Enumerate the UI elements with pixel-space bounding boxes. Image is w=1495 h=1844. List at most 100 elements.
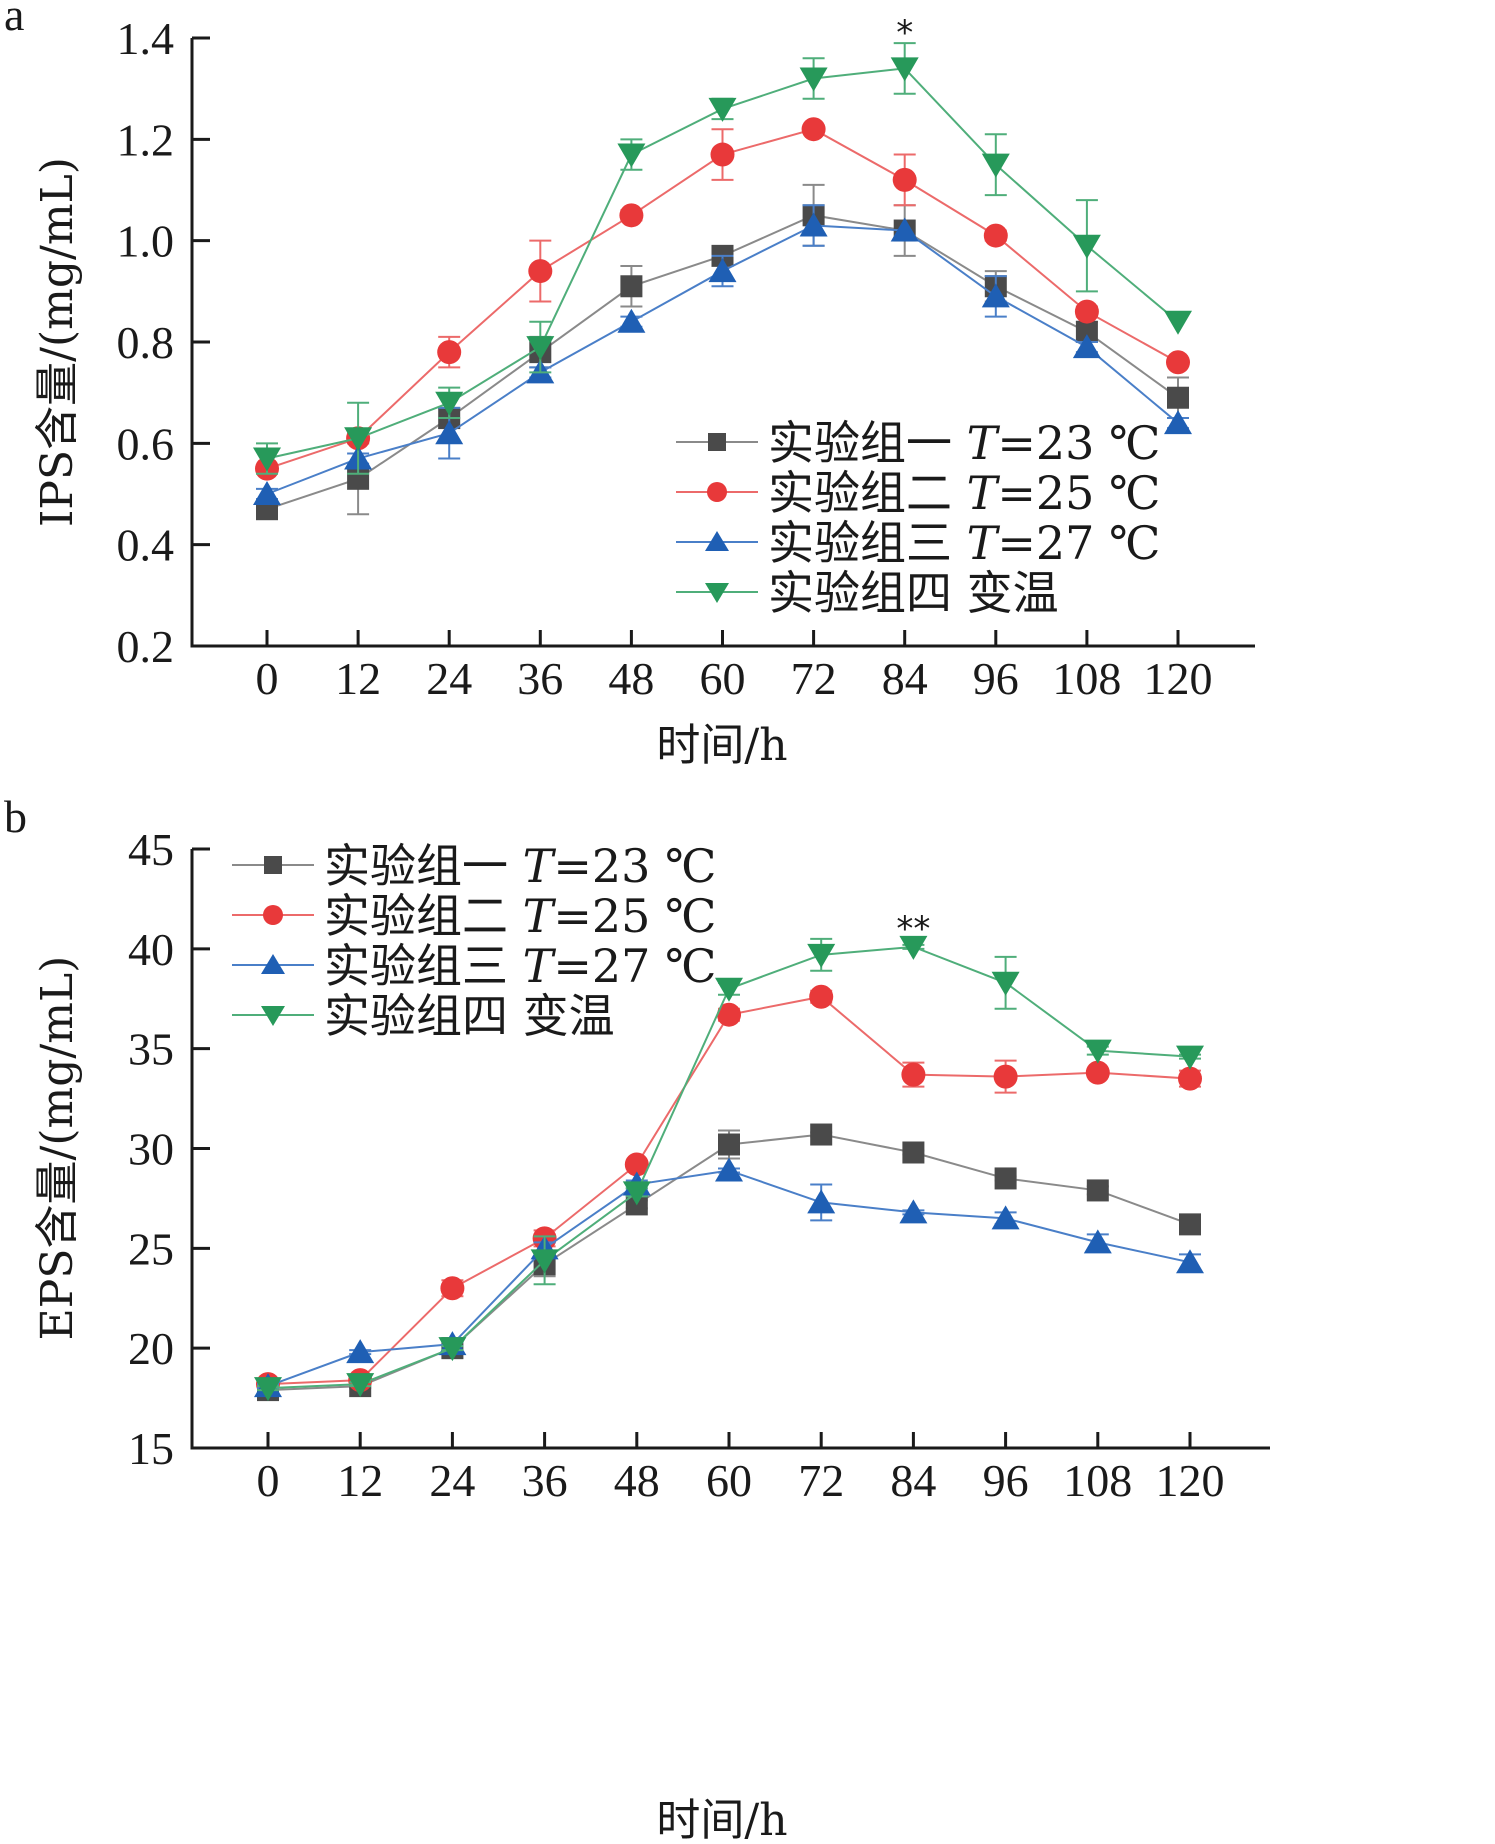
legend-item: 实验组一 T=23 ℃: [676, 416, 1160, 470]
marker-square: [1167, 386, 1189, 409]
marker-circle: [983, 223, 1008, 248]
x-tick-label: 0: [257, 1455, 280, 1506]
marker-triangle-up: [1176, 1249, 1204, 1274]
marker-square: [620, 275, 643, 298]
legend-label-value: =23 ℃: [553, 839, 716, 893]
marker-circle: [892, 167, 917, 192]
marker-circle: [993, 1064, 1018, 1089]
marker-triangle-down: [530, 1249, 559, 1274]
marker-circle: [1074, 299, 1099, 324]
x-tick-label: 84: [890, 1455, 936, 1506]
x-axis-title: 时间/h: [656, 1795, 787, 1844]
y-tick-label: 30: [128, 1124, 174, 1175]
x-axis-title: 时间/h: [656, 720, 787, 771]
x-tick-label: 12: [337, 1455, 383, 1506]
marker-square: [264, 856, 282, 874]
marker-square: [994, 1167, 1017, 1190]
x-tick-label: 72: [798, 1455, 844, 1506]
legend-label-var: T: [967, 416, 1001, 470]
marker-square: [810, 1123, 833, 1146]
chart-panel-b: b 15 20 25 30 35 40 45 0 12 24 36 48 60 72 84 96 108 120 时间…: [4, 791, 1270, 1844]
legend-label-main: 实验组四 变温: [768, 566, 1059, 620]
series-triangle-down: [254, 935, 1204, 1402]
significance-annotation: *: [896, 13, 913, 53]
marker-circle: [717, 1002, 741, 1027]
marker-triangle-down: [617, 143, 646, 168]
x-tick-label: 48: [614, 1455, 660, 1506]
x-tick-label: 36: [517, 653, 563, 704]
marker-triangle-down: [435, 391, 464, 416]
marker-triangle-down: [1072, 234, 1101, 259]
legend-label-value: =23 ℃: [997, 416, 1160, 470]
x-tick-label: 96: [973, 653, 1019, 704]
marker-triangle-up: [807, 1189, 836, 1214]
legend-item: 实验组二 T=25 ℃: [676, 466, 1160, 520]
legend-item: 实验组二 T=25 ℃: [232, 889, 716, 943]
y-tick-label: 0.6: [117, 418, 175, 469]
marker-triangle-down: [981, 153, 1010, 178]
legend-label: 实验组二 T=25 ℃: [324, 889, 716, 943]
marker-triangle-down: [705, 583, 729, 603]
marker-circle: [440, 1276, 465, 1301]
y-axis-title: IPS含量/(mg/mL): [32, 157, 83, 527]
marker-square: [708, 433, 726, 451]
x-tick-label: 96: [983, 1455, 1029, 1506]
legend-label: 实验组四 变温: [768, 566, 1059, 620]
marker-circle: [707, 482, 727, 502]
y-tick-label: 1.4: [117, 13, 175, 64]
marker-circle: [437, 340, 462, 365]
legend-label: 实验组一 T=23 ℃: [768, 416, 1160, 470]
marker-square: [902, 1141, 925, 1164]
legend-item: 实验组三 T=27 ℃: [676, 516, 1160, 570]
x-tick-label: 120: [1144, 653, 1213, 704]
legend-label-main: 实验组二: [768, 466, 967, 520]
marker-triangle-up: [435, 420, 464, 445]
x-tick-label: 72: [791, 653, 837, 704]
marker-square: [1075, 320, 1098, 343]
marker-circle: [619, 203, 644, 228]
marker-circle: [1166, 350, 1190, 375]
marker-triangle-up: [981, 283, 1010, 308]
y-tick-label: 1.0: [117, 216, 175, 267]
series-line: [267, 1169, 1191, 1388]
series-triangle-down: [253, 42, 1192, 475]
legend-label: 实验组二 T=25 ℃: [768, 466, 1160, 520]
marker-triangle-down: [622, 1181, 651, 1206]
marker-circle: [801, 117, 826, 142]
marker-triangle-down: [708, 97, 737, 122]
marker-triangle-up: [705, 531, 729, 551]
marker-triangle-down: [344, 427, 373, 452]
marker-circle: [624, 1152, 649, 1177]
x-tick-label: 60: [700, 653, 746, 704]
marker-triangle-up: [890, 217, 919, 242]
y-tick-label: 45: [128, 824, 174, 875]
marker-triangle-down: [253, 447, 281, 472]
marker-triangle-down: [254, 1377, 282, 1402]
y-tick-label: 0.2: [117, 621, 175, 672]
series-line: [267, 995, 1191, 1386]
marker-triangle-down: [807, 943, 836, 968]
x-tick-label: 0: [256, 653, 279, 704]
series-circle: [255, 117, 1190, 481]
legend-label: 实验组四 变温: [324, 989, 615, 1043]
chart-panel-a: a 0.2 0.4 0.6 0.8 1.0 1.2 1.4 0 12 24 36 48 60 72 84 96 1…: [4, 0, 1255, 771]
panel-label: a: [4, 0, 24, 40]
marker-triangle-down: [261, 1006, 285, 1026]
legend-label-var: T: [967, 516, 1001, 570]
series-circle: [256, 984, 1202, 1397]
y-tick-label: 40: [128, 924, 174, 975]
marker-triangle-down: [890, 57, 919, 82]
marker-triangle-down: [1083, 1039, 1112, 1064]
marker-triangle-down: [991, 971, 1020, 996]
marker-triangle-up: [1072, 334, 1101, 359]
legend-label-main: 实验组四 变温: [324, 989, 615, 1043]
legend-label-value: =27 ℃: [553, 939, 716, 993]
marker-triangle-down: [526, 336, 555, 361]
x-tick-label: 60: [706, 1455, 752, 1506]
legend-label-value: =27 ℃: [997, 516, 1160, 570]
marker-square: [718, 1133, 740, 1156]
y-axis-title: EPS含量/(mg/mL): [32, 956, 83, 1341]
legend-label: 实验组三 T=27 ℃: [324, 939, 716, 993]
series-square: [257, 1123, 1201, 1402]
